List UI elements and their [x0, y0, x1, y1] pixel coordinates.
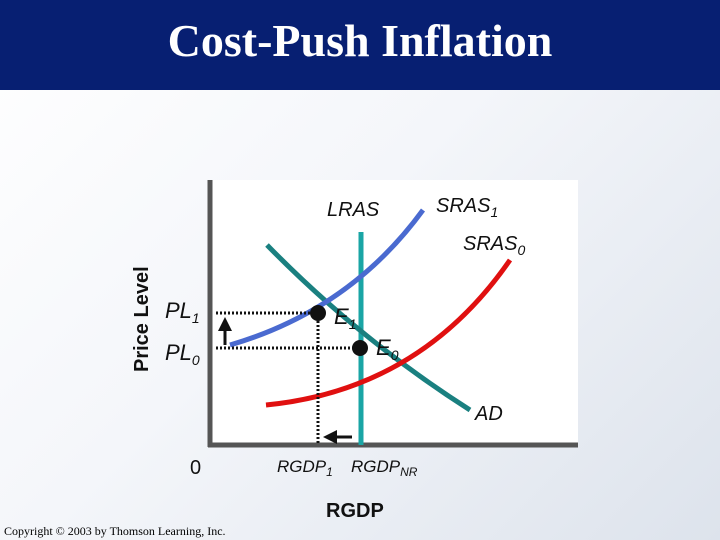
- sras1-label: SRAS1: [436, 195, 498, 220]
- price-up-arrow: [218, 317, 232, 345]
- y-axis-label: Price Level: [131, 266, 153, 372]
- pl1-label: PL1: [165, 298, 200, 326]
- sras0-label: SRAS0: [463, 233, 525, 258]
- e1-label: E1: [334, 304, 356, 332]
- sras0-curve: [265, 258, 513, 408]
- x-axis-label: RGDP: [326, 500, 384, 522]
- origin-label: 0: [190, 457, 201, 479]
- ad-label: AD: [474, 403, 503, 425]
- sras1-curve: [229, 208, 426, 348]
- ad-curve: [265, 243, 472, 413]
- e1-point: [310, 305, 326, 321]
- pl0-label: PL0: [165, 340, 200, 368]
- output-left-arrow: [323, 430, 352, 444]
- title-bar: Cost-Push Inflation: [0, 0, 720, 90]
- e0-label: E0: [376, 335, 399, 363]
- lras-label: LRAS: [327, 199, 380, 221]
- e0-point: [352, 340, 368, 356]
- rgdp1-label: RGDP1: [277, 457, 333, 479]
- rgdpnr-label: RGDPNR: [351, 457, 418, 479]
- slide-title: Cost-Push Inflation: [167, 15, 553, 66]
- copyright-text: Copyright © 2003 by Thomson Learning, In…: [4, 524, 226, 538]
